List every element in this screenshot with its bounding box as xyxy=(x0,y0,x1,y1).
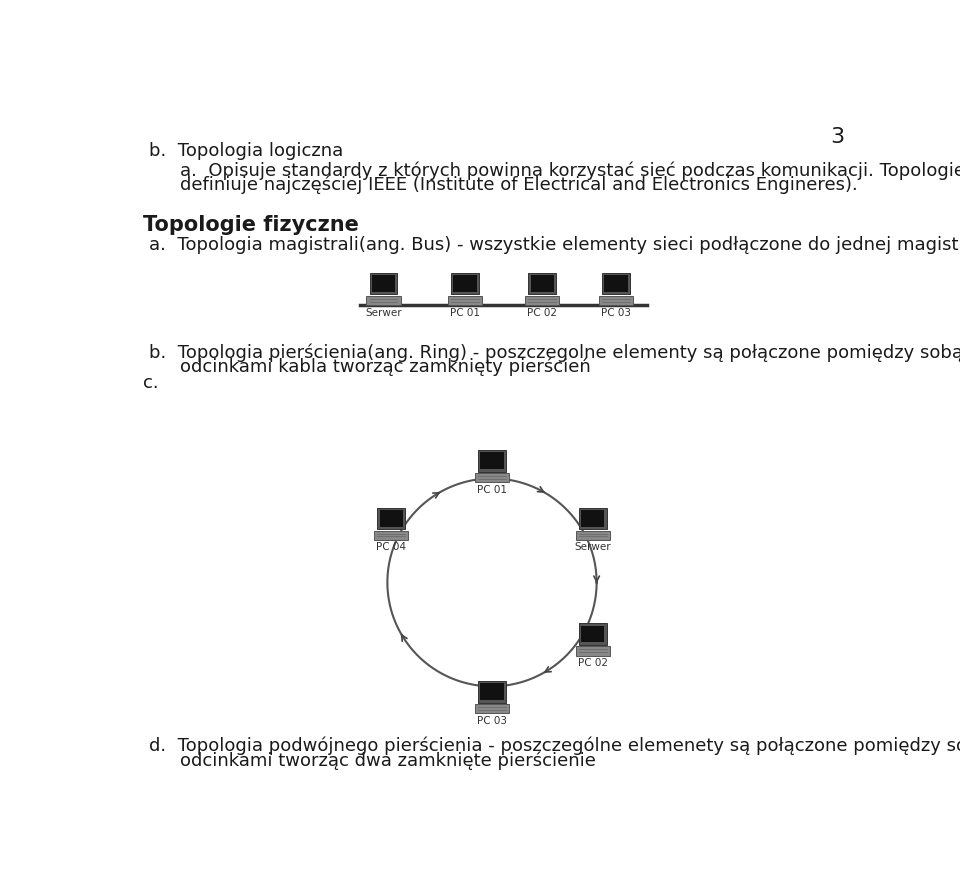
Bar xyxy=(581,626,604,642)
Bar xyxy=(531,275,554,292)
Bar xyxy=(581,510,604,527)
Bar xyxy=(380,510,403,527)
Bar xyxy=(367,296,400,305)
Bar xyxy=(528,273,557,294)
Text: definiuje najczęściej IEEE (Institute of Electrical and Electronics Engineres).: definiuje najczęściej IEEE (Institute of… xyxy=(180,175,858,193)
Bar xyxy=(377,507,405,529)
Text: odcinkami tworząc dwa zamknięte pierścienie: odcinkami tworząc dwa zamknięte pierście… xyxy=(180,752,596,770)
Bar xyxy=(372,275,396,292)
Bar xyxy=(478,450,506,472)
Bar xyxy=(579,623,607,645)
Bar xyxy=(599,296,633,305)
Bar xyxy=(576,531,610,540)
Text: d.  Topologia podwójnego pierścienia - poszczególne elemenety są połączone pomię: d. Topologia podwójnego pierścienia - po… xyxy=(150,737,960,755)
Text: PC 04: PC 04 xyxy=(376,542,406,552)
Bar xyxy=(451,273,479,294)
Text: 3: 3 xyxy=(829,127,844,146)
Bar xyxy=(480,683,504,700)
Bar xyxy=(475,704,509,713)
Text: b.  Topologia pierścienia(ang. Ring) - poszczegolne elementy są połączone pomięd: b. Topologia pierścienia(ang. Ring) - po… xyxy=(150,344,960,362)
Text: PC 01: PC 01 xyxy=(450,307,480,318)
Text: a.  Topologia magistrali(ang. Bus) - wszystkie elementy sieci podłączone do jedn: a. Topologia magistrali(ang. Bus) - wszy… xyxy=(150,236,960,254)
Bar xyxy=(475,473,509,482)
Text: a.  Opisuje standardy z których powinna korzystać sieć podczas komunikacji. Topo: a. Opisuje standardy z których powinna k… xyxy=(180,161,960,179)
Bar xyxy=(374,531,408,540)
Bar xyxy=(576,647,610,655)
Bar xyxy=(605,275,628,292)
Bar xyxy=(370,273,397,294)
Bar xyxy=(478,681,506,703)
Text: Serwer: Serwer xyxy=(365,307,402,318)
Text: PC 02: PC 02 xyxy=(578,658,608,668)
Text: b.  Topologia logiczna: b. Topologia logiczna xyxy=(150,142,344,160)
Text: Serwer: Serwer xyxy=(574,542,611,552)
Text: PC 02: PC 02 xyxy=(527,307,558,318)
Bar xyxy=(579,507,607,529)
Text: PC 03: PC 03 xyxy=(601,307,631,318)
Bar xyxy=(525,296,560,305)
Bar xyxy=(453,275,476,292)
Bar xyxy=(480,452,504,469)
Text: c.: c. xyxy=(143,374,158,393)
Text: Topologie fizyczne: Topologie fizyczne xyxy=(143,215,359,235)
Bar xyxy=(447,296,482,305)
Text: odcinkami kabla tworząc zamknięty pierścień: odcinkami kabla tworząc zamknięty pierśc… xyxy=(180,358,591,376)
Text: PC 03: PC 03 xyxy=(477,716,507,725)
Bar xyxy=(602,273,630,294)
Text: PC 01: PC 01 xyxy=(477,485,507,494)
